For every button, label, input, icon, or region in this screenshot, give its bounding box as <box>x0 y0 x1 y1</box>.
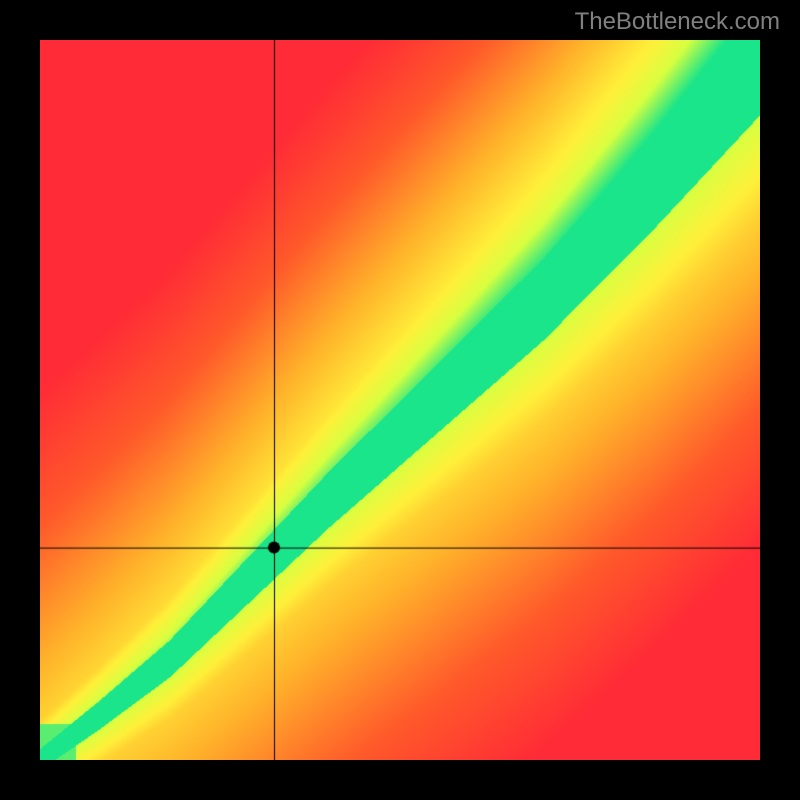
heatmap-canvas <box>40 40 760 760</box>
chart-container: TheBottleneck.com <box>0 0 800 800</box>
plot-area <box>40 40 760 760</box>
watermark-text: TheBottleneck.com <box>575 8 780 36</box>
